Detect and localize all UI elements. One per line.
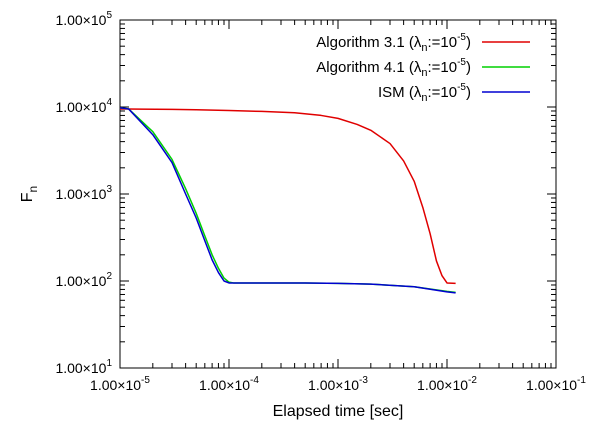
series-line-3 (119, 107, 456, 294)
tick-labels: 1.00×10-5 1.00×10-4 1.00×10-3 1.00×10-2 1.00… (55, 10, 586, 393)
x-tick-label: 1.00×10-4 (199, 375, 259, 393)
legend-label: Algorithm 3.1 (λn:=10-5) (316, 32, 471, 54)
series-line-2 (119, 107, 456, 294)
x-tick-label: 1.00×10-3 (308, 375, 368, 393)
series-lines (119, 107, 456, 294)
series-line-1 (119, 108, 456, 285)
y-tick-label: 1.00×101 (55, 358, 112, 376)
y-tick-label: 1.00×104 (55, 97, 112, 115)
y-axis-label: Fn (19, 186, 40, 202)
axis-ticks (119, 19, 557, 369)
y-tick-label: 1.00×105 (55, 10, 112, 28)
x-tick-label: 1.00×10-1 (526, 375, 586, 393)
legend: Algorithm 3.1 (λn:=10-5) Algorithm 4.1 (λ… (316, 32, 530, 104)
legend-label: ISM (λn:=10-5) (378, 82, 471, 104)
legend-label: Algorithm 4.1 (λn:=10-5) (316, 57, 471, 79)
y-axis-label-sub: n (26, 186, 40, 193)
x-tick-label: 1.00×10-2 (417, 375, 477, 393)
y-tick-label: 1.00×103 (55, 184, 112, 202)
x-axis-label: Elapsed time [sec] (273, 403, 404, 420)
y-tick-label: 1.00×102 (55, 271, 112, 289)
y-axis-label-main: F (19, 192, 36, 202)
x-tick-label: 1.00×10-5 (90, 375, 150, 393)
